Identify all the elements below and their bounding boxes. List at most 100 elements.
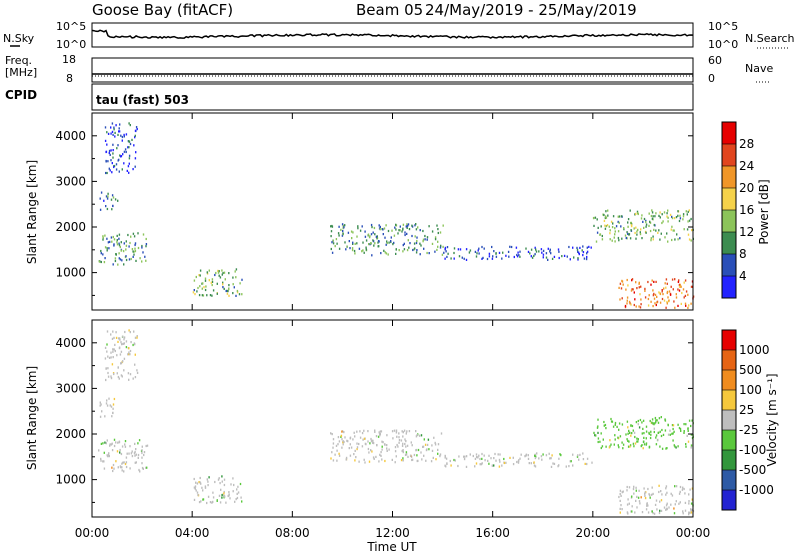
echo-cell [141, 462, 143, 465]
echo-cell [684, 302, 687, 305]
echo-cell [132, 343, 134, 347]
echo-cell [530, 248, 533, 251]
echo-cell [102, 253, 104, 256]
power-plot-frame [91, 112, 694, 311]
echo-cell [235, 498, 237, 501]
echo-cell [527, 457, 530, 460]
echo-cell [550, 465, 553, 468]
echo-cell [402, 451, 404, 454]
echo-cell [216, 499, 218, 502]
echo-cell [344, 436, 346, 439]
echo-cell [671, 238, 673, 242]
echo-cell [207, 484, 209, 487]
echo-cell [653, 423, 655, 426]
echo-cell [129, 445, 131, 448]
echo-cell [362, 249, 364, 252]
echo-cell [650, 283, 652, 286]
echo-cell [110, 198, 113, 201]
echo-cell [113, 238, 116, 241]
echo-cell [198, 274, 200, 277]
echo-cell [131, 248, 134, 251]
echo-cell [559, 453, 561, 456]
echo-cell [663, 287, 665, 290]
echo-cell [344, 241, 346, 244]
echo-cell [479, 457, 481, 461]
echo-cell [619, 282, 622, 285]
echo-cell [128, 171, 130, 174]
echo-cell [346, 245, 348, 248]
echo-cell [115, 163, 118, 166]
echo-cell [137, 442, 139, 445]
echo-cell [380, 454, 382, 457]
echo-cell [636, 210, 639, 213]
echo-cell [145, 245, 147, 248]
echo-cell [413, 453, 416, 457]
echo-cell [106, 399, 108, 402]
echo-cell [426, 251, 428, 255]
echo-cell [364, 461, 366, 464]
echo-cell [635, 499, 637, 502]
echo-cell [596, 426, 599, 429]
echo-cell [594, 216, 597, 219]
echo-cell [634, 511, 636, 514]
echo-cell [413, 242, 416, 245]
echo-cell [690, 424, 692, 428]
echo-cell [428, 225, 430, 228]
echo-cell [411, 458, 413, 462]
echo-cell [686, 228, 689, 231]
echo-cell [405, 440, 407, 443]
echo-cell [627, 498, 629, 501]
echo-cell [683, 423, 685, 426]
echo-cell [207, 495, 210, 498]
echo-cell [431, 242, 434, 245]
colorbar-segment [722, 390, 736, 410]
echo-cell [109, 404, 111, 407]
echo-cell [674, 278, 676, 281]
colorbar-tick-label: 25 [739, 403, 754, 417]
echo-cell [476, 456, 478, 459]
echo-cell [626, 438, 628, 441]
echo-cell [618, 446, 620, 449]
echo-cell [128, 122, 130, 125]
echo-cell [516, 460, 518, 464]
echo-cell [193, 477, 195, 481]
echo-cell [378, 240, 380, 243]
echo-cell [619, 298, 621, 301]
echo-cell [102, 442, 104, 445]
echo-cell [690, 217, 692, 221]
echo-cell [112, 348, 114, 351]
echo-cell [685, 445, 687, 448]
echo-cell [108, 167, 110, 170]
echo-cell [357, 227, 359, 230]
echo-cell [677, 210, 679, 213]
echo-cell [401, 444, 404, 447]
echo-cell [234, 270, 236, 273]
echo-cell [133, 144, 135, 147]
echo-cell [659, 292, 662, 296]
echo-cell [637, 212, 639, 215]
echo-cell [415, 241, 418, 245]
echo-cell [643, 432, 645, 435]
echo-cell [469, 453, 471, 456]
colorbar-segment [722, 470, 736, 490]
echo-cell [563, 254, 566, 257]
echo-cell [232, 283, 234, 286]
echo-cell [647, 487, 649, 491]
echo-cell [668, 506, 670, 509]
echo-cell [197, 286, 199, 290]
echo-cell [630, 221, 632, 225]
echo-cell [353, 431, 355, 434]
echo-cell [118, 252, 120, 255]
echo-cell [228, 284, 230, 287]
echo-cell [659, 430, 661, 433]
echo-cell [334, 245, 336, 248]
echo-cell [134, 134, 136, 137]
echo-cell [105, 150, 107, 154]
echo-cell [239, 482, 242, 486]
echo-cell [404, 453, 407, 456]
colorbar-segment [722, 210, 736, 232]
echo-cell [111, 240, 113, 243]
echo-cell [482, 256, 484, 259]
echo-cell [684, 492, 686, 495]
